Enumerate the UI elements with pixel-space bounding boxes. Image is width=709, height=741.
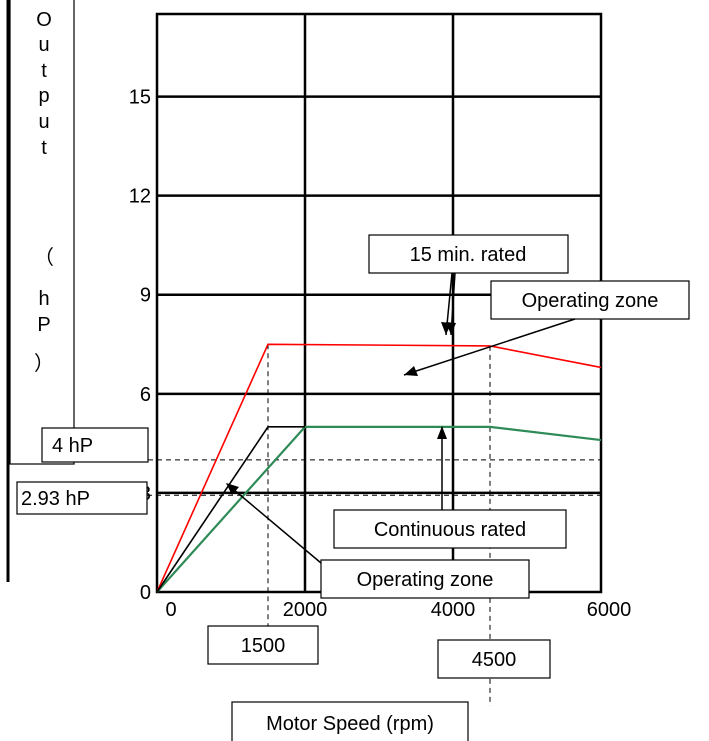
arrow-operating-upper-head bbox=[404, 366, 418, 376]
series-line-rated15 bbox=[156, 343, 602, 593]
arrow-operating-upper bbox=[403, 318, 576, 376]
y-tick-3: 9 bbox=[140, 285, 151, 307]
arrow-continuous-head bbox=[437, 426, 447, 439]
y-tick-0: 0 bbox=[140, 582, 151, 604]
vline-label-box-4500 bbox=[437, 639, 551, 679]
y-tick-labels: 03691215 bbox=[129, 87, 151, 604]
x-tick-1: 2000 bbox=[283, 599, 328, 621]
ylabel-char-8: P bbox=[37, 314, 50, 336]
ylabel-char-9: ） bbox=[34, 352, 54, 375]
vline-label-1500: 1500 bbox=[241, 635, 286, 657]
arrow-operating-lower bbox=[226, 483, 322, 564]
ylabel-char-7: h bbox=[38, 288, 49, 310]
ylabel-char-6: （ bbox=[34, 246, 54, 269]
ylabel-char-1: u bbox=[38, 34, 49, 56]
annotation-15min-rated: 15 min. rated bbox=[410, 244, 527, 266]
hline-label-293hp: 2.93 hP bbox=[21, 488, 90, 510]
hline-label-box-293hp bbox=[16, 481, 148, 515]
series-lines bbox=[156, 343, 602, 593]
x-tick-3: 6000 bbox=[587, 599, 632, 621]
x-tick-2: 4000 bbox=[431, 599, 476, 621]
annotation-box-operating-upper bbox=[490, 280, 690, 320]
x-tick-0: 0 bbox=[165, 599, 176, 621]
annotation-box-operating-lower bbox=[320, 559, 530, 599]
vline-label-4500: 4500 bbox=[472, 649, 517, 671]
hline-label-4hp: 4 hP bbox=[52, 435, 93, 457]
y-tick-4: 12 bbox=[129, 186, 151, 208]
ylabel-box bbox=[9, 0, 75, 465]
arrow-operating-lower-head bbox=[226, 483, 239, 495]
hline-label-box-4hp bbox=[41, 427, 149, 463]
x-tick-labels: 0 2000 4000 6000 bbox=[165, 599, 631, 621]
annotation-continuous-rated: Continuous rated bbox=[374, 519, 526, 541]
annotation-operating-zone-lower: Operating zone bbox=[357, 569, 494, 591]
ylabel-char-0: O bbox=[36, 9, 52, 31]
annotation-box-15min bbox=[368, 234, 569, 274]
ylabel-char-4: u bbox=[38, 111, 49, 133]
annotation-operating-zone-upper: Operating zone bbox=[522, 290, 659, 312]
annotation-arrows bbox=[226, 272, 576, 564]
y-tick-2: 6 bbox=[140, 384, 151, 406]
ylabel-char-2: t bbox=[41, 60, 47, 82]
ylabel-char-5: t bbox=[41, 137, 47, 159]
annotation-box-continuous bbox=[333, 509, 567, 549]
vline-label-box-1500 bbox=[207, 625, 319, 665]
ylabel-char-3: p bbox=[38, 85, 49, 107]
xlabel-box bbox=[231, 701, 469, 741]
series-line-black bbox=[156, 426, 305, 593]
xlabel: Motor Speed (rpm) bbox=[266, 713, 434, 735]
arrow-15min-b-head bbox=[446, 322, 456, 335]
y-tick-5: 15 bbox=[129, 87, 151, 109]
series-line-continuous bbox=[156, 425, 602, 593]
